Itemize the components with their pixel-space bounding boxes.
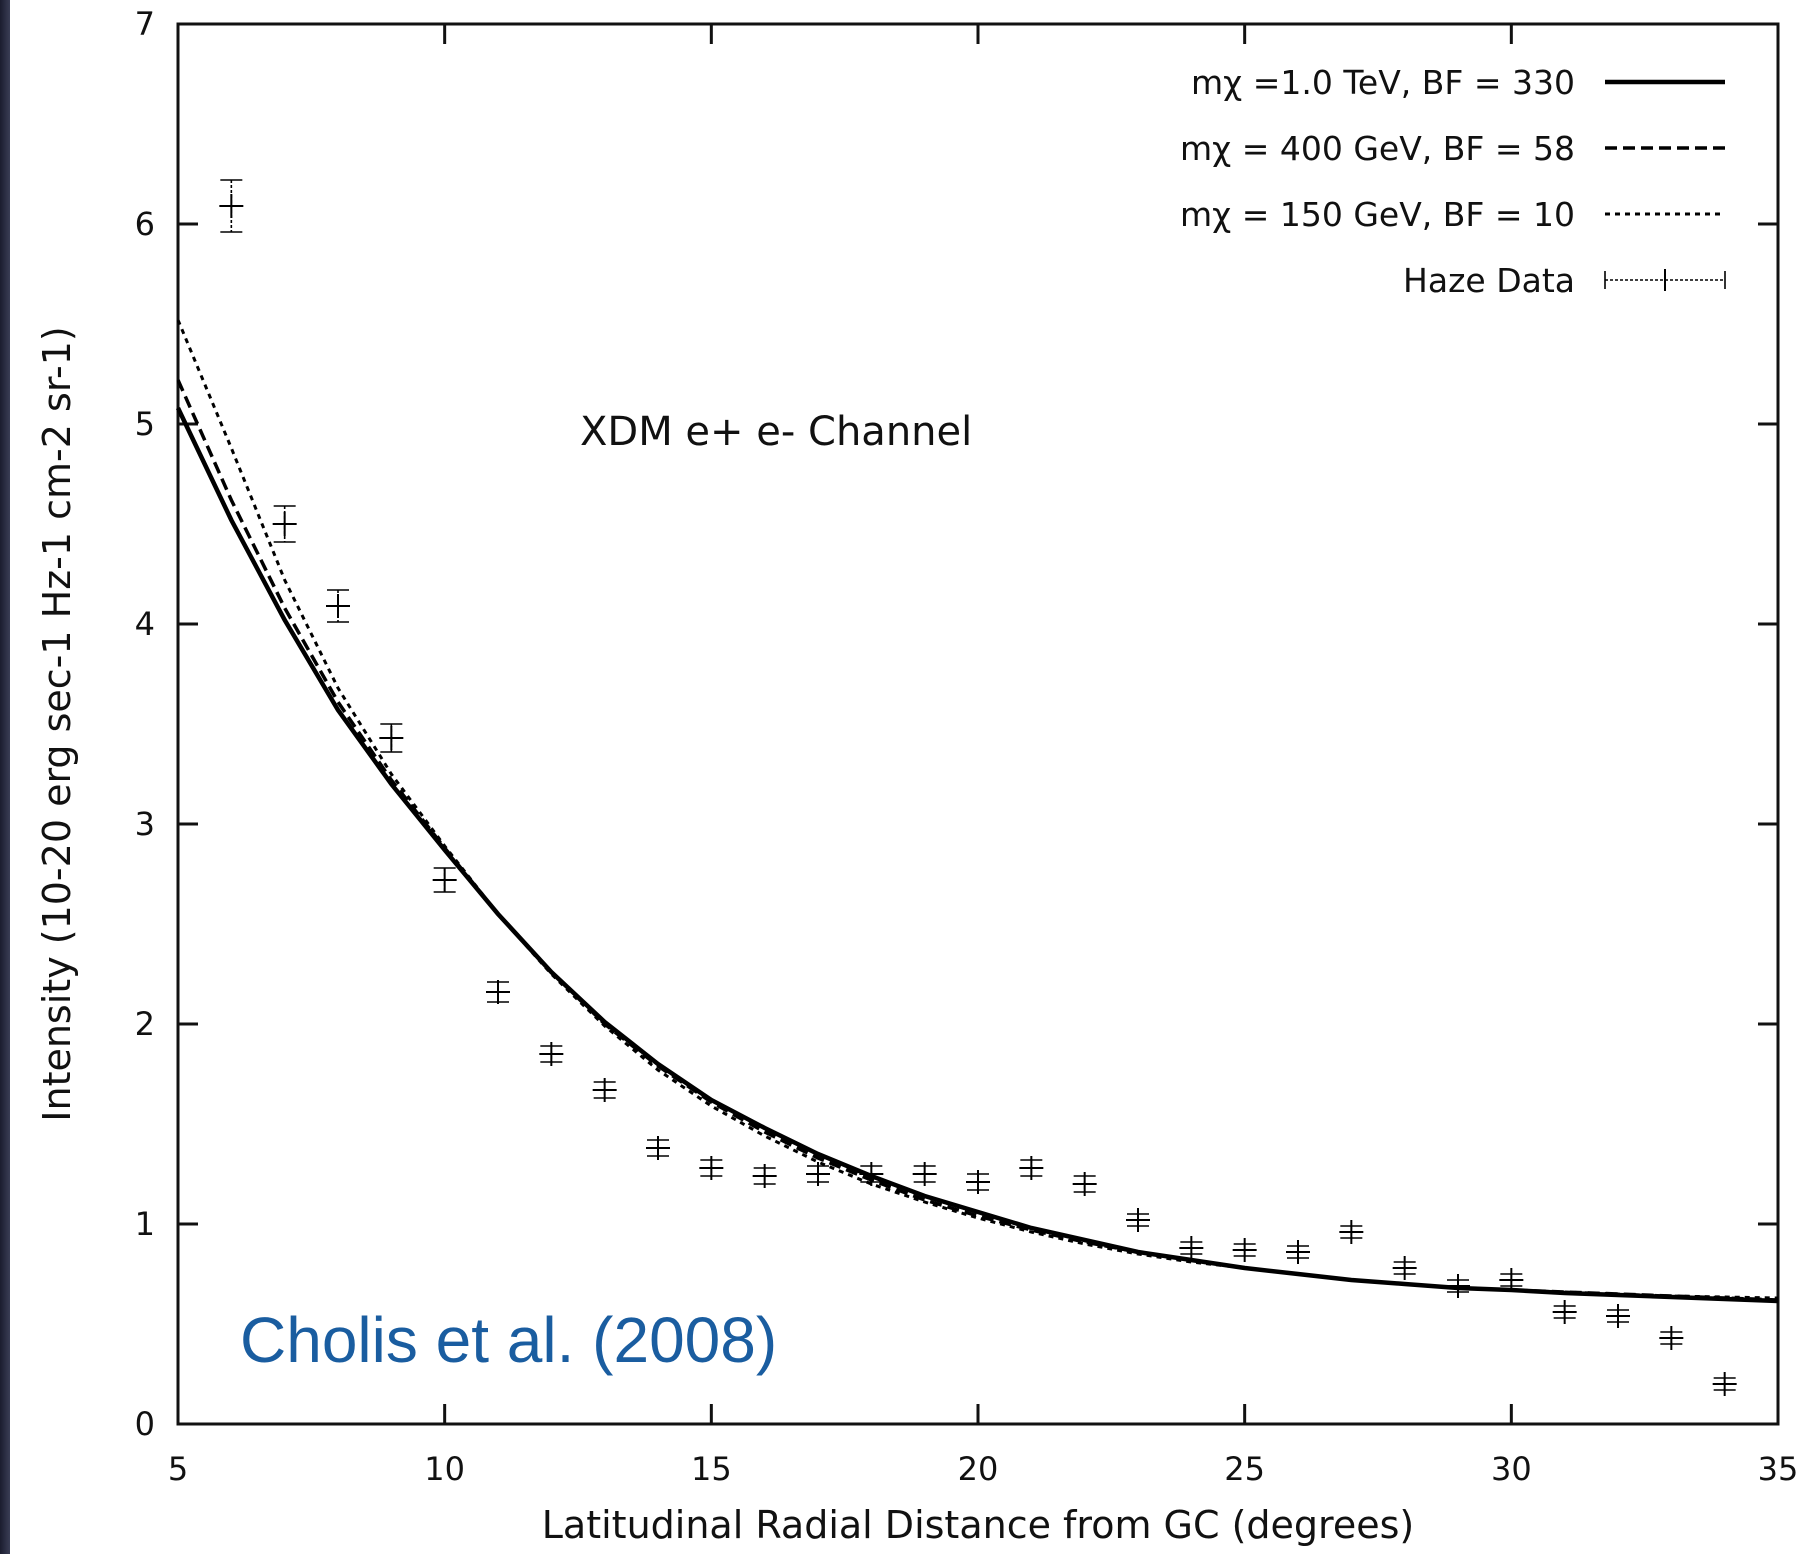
data-point [379, 723, 404, 753]
y-axis-title: Intensity (10-20 erg sec-1 Hz-1 cm-2 sr-… [35, 326, 79, 1121]
data-point [592, 1078, 617, 1102]
x-tick-label: 20 [958, 1450, 999, 1488]
haze-data-points [219, 179, 1737, 1396]
y-tick-label: 1 [135, 1205, 155, 1243]
data-point [1232, 1238, 1257, 1262]
x-tick-label: 5 [168, 1450, 188, 1488]
legend-label-3: Haze Data [1403, 261, 1575, 300]
data-point [1339, 1220, 1364, 1244]
legend-label-1: mχ = 400 GeV, BF = 58 [1180, 129, 1575, 168]
data-point [1392, 1256, 1417, 1280]
slide-edge-strip [0, 0, 10, 1554]
legend-label-0: mχ =1.0 TeV, BF = 330 [1191, 63, 1575, 102]
data-point [1499, 1268, 1524, 1292]
legend: mχ =1.0 TeV, BF = 330 mχ = 400 GeV, BF = … [1180, 63, 1726, 300]
legend-label-2: mχ = 150 GeV, BF = 10 [1180, 195, 1575, 234]
y-tick-labels: 0 1 2 3 4 5 6 7 [135, 5, 155, 1443]
data-point [539, 1042, 564, 1066]
data-point [1446, 1274, 1470, 1298]
data-point [1659, 1326, 1684, 1350]
data-point [1552, 1300, 1577, 1324]
y-tick-label: 6 [135, 205, 155, 243]
x-tick-labels: 5 10 15 20 25 30 35 [168, 1450, 1799, 1488]
citation-credit: Cholis et al. (2008) [240, 1304, 777, 1376]
data-point [752, 1164, 777, 1188]
data-point [1126, 1208, 1150, 1232]
x-axis-title: Latitudinal Radial Distance from GC (deg… [542, 1503, 1414, 1547]
x-tick-label: 15 [691, 1450, 732, 1488]
data-point [272, 505, 297, 543]
axis-ticks [176, 22, 1780, 1426]
data-point [326, 589, 350, 623]
y-tick-label: 4 [135, 605, 155, 643]
data-point [859, 1162, 884, 1186]
data-point [1606, 1304, 1630, 1328]
y-tick-label: 5 [135, 405, 155, 443]
data-point [646, 1136, 670, 1160]
data-point [966, 1170, 990, 1194]
x-tick-label: 25 [1224, 1450, 1265, 1488]
channel-annotation: XDM e+ e- Channel [580, 409, 972, 455]
series-line-2 [176, 319, 1779, 1300]
x-tick-label: 30 [1491, 1450, 1532, 1488]
data-point [1712, 1372, 1737, 1396]
y-tick-label: 3 [135, 805, 155, 843]
data-point [1072, 1172, 1097, 1196]
data-point [219, 179, 244, 233]
y-tick-label: 2 [135, 1005, 155, 1043]
data-point [806, 1162, 830, 1186]
x-tick-label: 35 [1758, 1450, 1799, 1488]
data-point [486, 980, 510, 1004]
data-point [699, 1156, 724, 1180]
y-tick-label: 0 [135, 1405, 155, 1443]
y-tick-label: 7 [135, 5, 155, 43]
data-point [1019, 1156, 1044, 1180]
data-point [432, 867, 457, 893]
data-point [912, 1162, 937, 1186]
data-point [1179, 1236, 1204, 1260]
data-point [1286, 1240, 1310, 1264]
x-tick-label: 10 [424, 1450, 465, 1488]
